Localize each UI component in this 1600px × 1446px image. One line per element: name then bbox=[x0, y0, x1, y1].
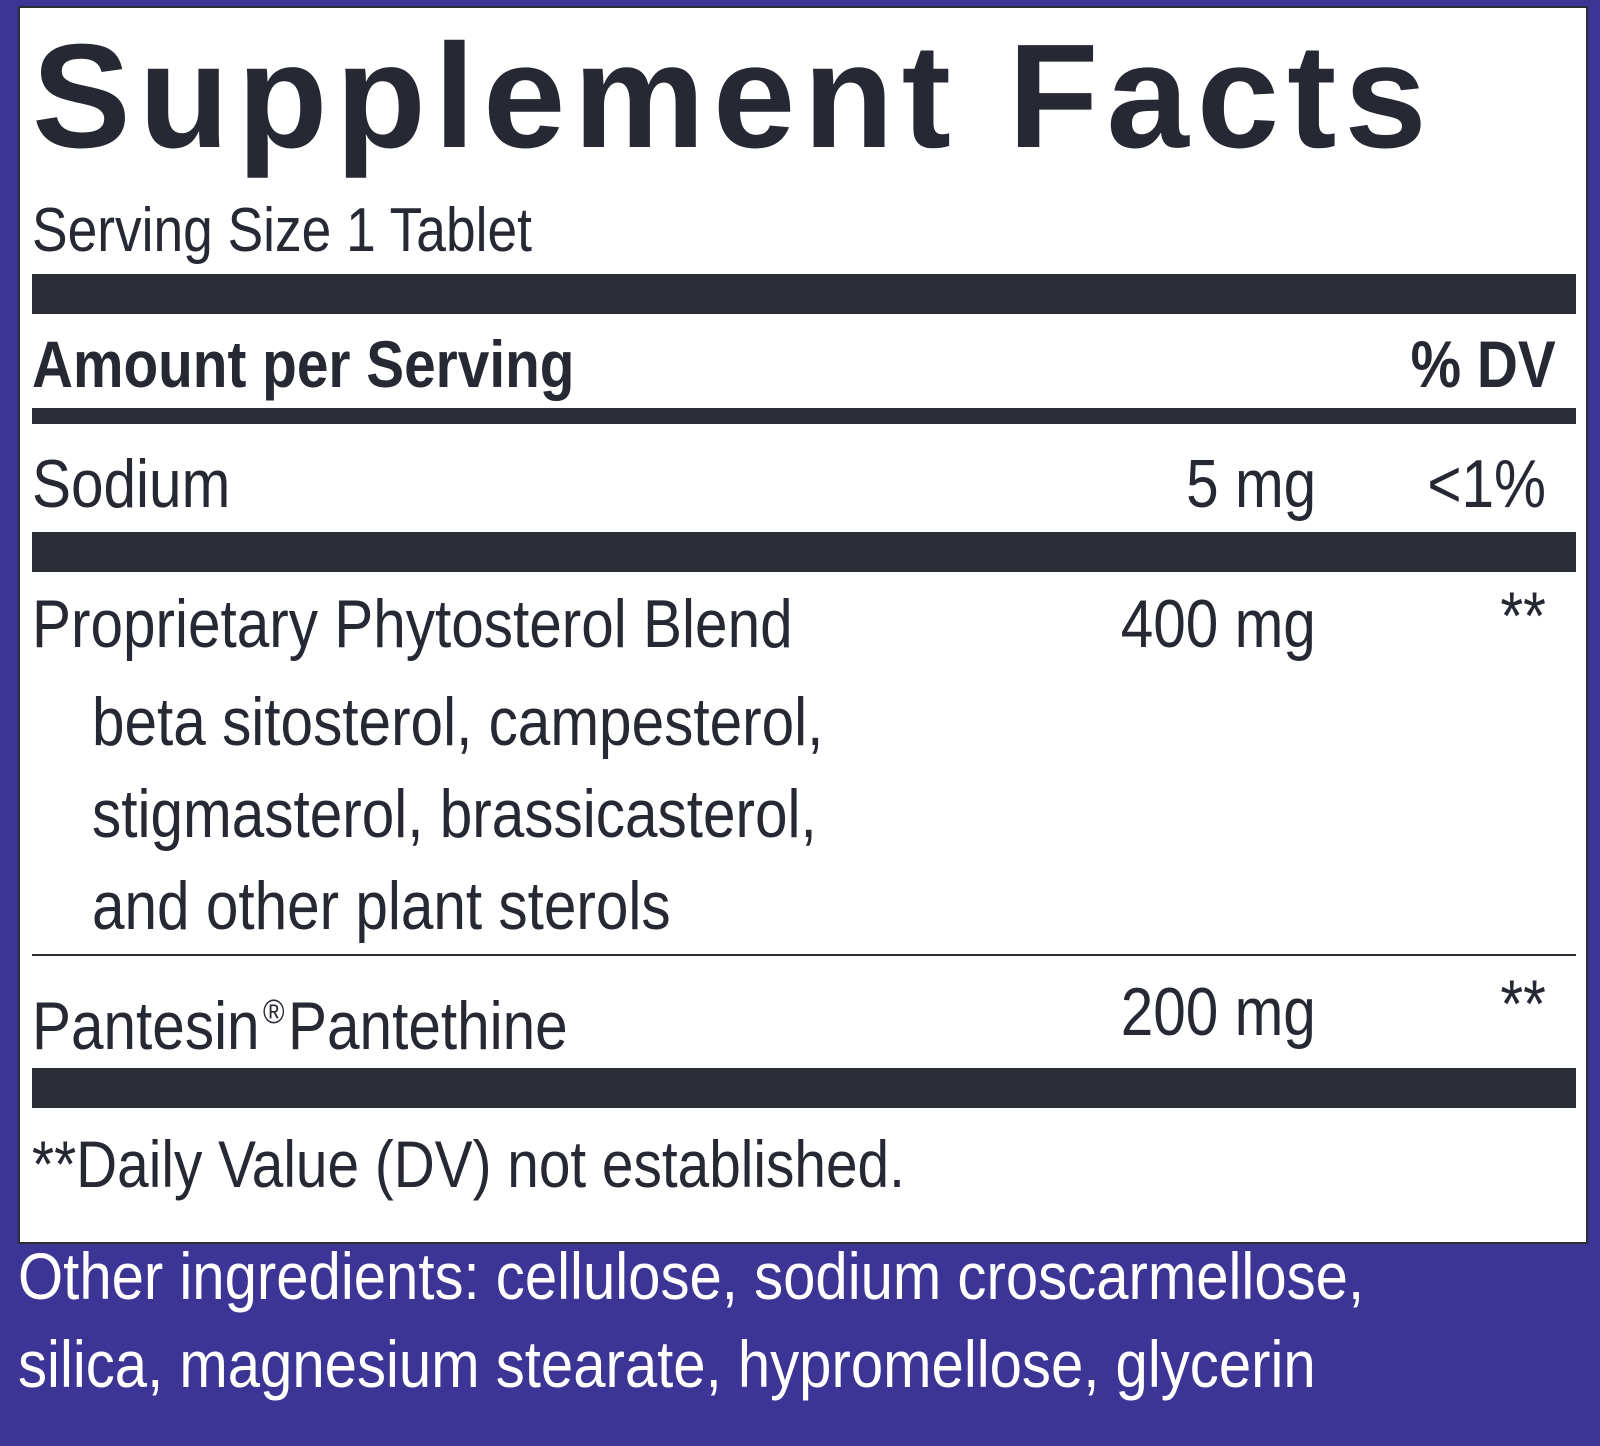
sodium-dv: <1% bbox=[1427, 446, 1546, 522]
dv-footnote: **Daily Value (DV) not established. bbox=[32, 1127, 905, 1201]
registered-mark: ® bbox=[263, 993, 285, 1031]
pantesin-dv: ** bbox=[1500, 966, 1546, 1042]
blend-dv: ** bbox=[1500, 578, 1546, 654]
thick-divider-middle bbox=[32, 532, 1576, 572]
blend-amount: 400 mg bbox=[1120, 586, 1316, 662]
pantesin-name: Pantesin ®Pantethine bbox=[32, 974, 568, 1064]
other-ingredients-line: Other ingredients: cellulose, sodium cro… bbox=[18, 1239, 1365, 1313]
thick-divider-bottom bbox=[32, 1068, 1576, 1108]
amount-per-serving-header: Amount per Serving bbox=[32, 327, 575, 401]
blend-name: Proprietary Phytosterol Blend bbox=[32, 586, 793, 662]
dv-header: % DV bbox=[1410, 327, 1556, 401]
thick-divider-top bbox=[32, 274, 1576, 314]
blend-component-line: beta sitosterol, campesterol, bbox=[92, 684, 824, 760]
thin-divider bbox=[32, 954, 1576, 956]
medium-divider bbox=[32, 408, 1576, 424]
pantesin-amount: 200 mg bbox=[1120, 974, 1316, 1050]
panel-title: Supplement Facts bbox=[32, 14, 1435, 179]
blend-component-line: stigmasterol, brassicasterol, bbox=[92, 776, 817, 852]
pantesin-name-part2: Pantethine bbox=[288, 988, 568, 1064]
other-ingredients-line: silica, magnesium stearate, hypromellose… bbox=[18, 1327, 1316, 1401]
pantesin-name-part1: Pantesin bbox=[32, 988, 260, 1064]
supplement-facts-panel: Supplement Facts Serving Size 1 Tablet A… bbox=[18, 6, 1588, 1244]
blend-component-line: and other plant sterols bbox=[92, 868, 671, 944]
sodium-name: Sodium bbox=[32, 446, 231, 522]
serving-size: Serving Size 1 Tablet bbox=[32, 196, 532, 265]
sodium-amount: 5 mg bbox=[1185, 446, 1316, 522]
